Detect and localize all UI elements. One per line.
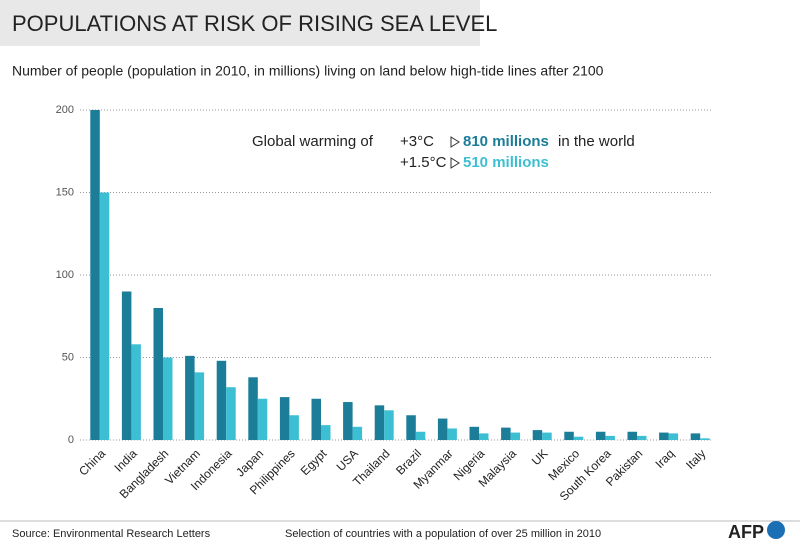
x-tick-label: Italy bbox=[683, 446, 708, 471]
arrow-marker bbox=[450, 157, 460, 169]
bar bbox=[384, 410, 394, 440]
bar bbox=[627, 431, 637, 440]
title-band bbox=[0, 0, 480, 46]
legend-label: +1.5°C bbox=[400, 154, 447, 171]
bar bbox=[406, 415, 416, 440]
bar bbox=[279, 397, 290, 440]
annotation-total: 510 millions bbox=[463, 154, 549, 171]
bar bbox=[668, 433, 679, 440]
bar bbox=[415, 431, 426, 440]
y-tick-label: 150 bbox=[56, 186, 74, 198]
x-tick-label: China bbox=[76, 446, 108, 478]
bar bbox=[194, 372, 205, 440]
bar bbox=[510, 432, 521, 440]
bar bbox=[99, 192, 110, 440]
x-tick-label: USA bbox=[334, 446, 361, 473]
bar bbox=[311, 398, 321, 440]
annotation-line: Global warming of +3°C 810 millions in t… bbox=[252, 133, 635, 150]
chart-subtitle: Number of people (population in 2010, in… bbox=[12, 63, 604, 79]
bar bbox=[573, 436, 584, 440]
y-tick-label: 200 bbox=[56, 104, 74, 116]
y-tick-label: 100 bbox=[56, 269, 74, 281]
bar bbox=[637, 435, 647, 440]
annotation-line: +1.5°C 510 millions bbox=[400, 154, 549, 171]
x-tick-label: Egypt bbox=[298, 446, 330, 478]
bar bbox=[595, 431, 606, 440]
bar bbox=[700, 438, 710, 440]
bar bbox=[605, 435, 615, 440]
bar bbox=[532, 430, 543, 440]
bar bbox=[447, 428, 457, 440]
legend-label: +3°C bbox=[400, 133, 434, 150]
logo-dot bbox=[767, 521, 785, 539]
annotation-suffix: in the world bbox=[558, 133, 635, 150]
x-tick-label: India bbox=[111, 446, 140, 475]
bar bbox=[343, 402, 353, 440]
annotation-lead: Global warming of bbox=[252, 133, 374, 150]
bar bbox=[131, 344, 141, 440]
bar bbox=[374, 405, 385, 440]
bar bbox=[90, 110, 100, 440]
bar bbox=[690, 433, 701, 440]
bar bbox=[121, 291, 132, 440]
bar bbox=[216, 360, 227, 440]
bar bbox=[163, 357, 173, 440]
bar bbox=[352, 426, 363, 440]
y-tick-label: 0 bbox=[68, 434, 74, 446]
y-tick-label: 50 bbox=[62, 351, 74, 363]
bar bbox=[469, 426, 479, 440]
bar bbox=[501, 427, 511, 440]
note: Selection of countries with a population… bbox=[285, 528, 601, 540]
bar bbox=[564, 431, 574, 440]
bar bbox=[248, 377, 258, 440]
source: Source: Environmental Research Letters bbox=[12, 528, 211, 540]
bar bbox=[289, 415, 299, 440]
chart-title: POPULATIONS AT RISK OF RISING SEA LEVEL bbox=[12, 11, 497, 36]
bar bbox=[185, 355, 195, 440]
bar bbox=[659, 432, 669, 440]
bar bbox=[479, 433, 489, 440]
logo: AFP bbox=[728, 522, 764, 542]
bar bbox=[321, 425, 331, 440]
annotation-total: 810 millions bbox=[463, 133, 549, 150]
bar bbox=[257, 398, 268, 440]
arrow-marker bbox=[450, 136, 460, 148]
x-tick-label: UK bbox=[529, 446, 551, 468]
bar bbox=[542, 432, 552, 440]
x-tick-label: Iraq bbox=[652, 446, 677, 471]
bar bbox=[153, 308, 163, 440]
bar bbox=[226, 387, 236, 440]
bar bbox=[437, 418, 448, 440]
